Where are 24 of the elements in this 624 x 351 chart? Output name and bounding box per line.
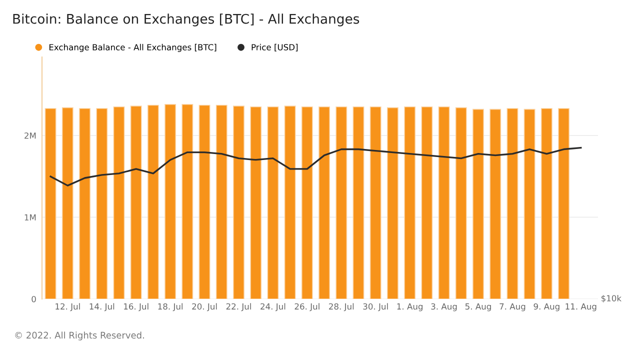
legend-label: Exchange Balance - All Exchanges [BTC] (49, 44, 216, 52)
x-tick-label: 28. Jul (329, 303, 354, 312)
x-tick-label: 16. Jul (124, 303, 148, 312)
x-tick-label: 5. Aug (465, 303, 491, 312)
x-tick-label: 3. Aug (431, 303, 457, 312)
x-tick-label: 9. Aug (534, 303, 560, 312)
text: $10k (601, 294, 622, 303)
x-tick-label: 22. Jul (226, 303, 251, 312)
x-tick-label: 30. Jul (363, 303, 388, 312)
x-tick-label: 26. Jul (294, 303, 320, 312)
x-tick-label: 14. Jul (90, 303, 114, 312)
x-tick-label: 1. Aug (397, 303, 422, 312)
x-tick-label: 11. Aug (566, 303, 596, 312)
x-tick-label: 18. Jul (158, 303, 183, 312)
x-tick-label: 24. Jul (260, 303, 286, 312)
legend-label: Price [USD] (252, 44, 298, 52)
chart-title: Bitcoin: Balance on Exchanges [BTC] - All Exchanges (13, 14, 360, 26)
text: © 2022. All Rights Reserved. (15, 332, 144, 340)
x-tick-label: 7. Aug (500, 303, 526, 312)
y-tick-label: 2M (24, 132, 36, 139)
y-tick-label: 0 (32, 296, 36, 302)
x-tick-label: 20. Jul (192, 303, 217, 312)
y-tick-label: 1M (24, 214, 36, 220)
x-tick-label: 12. Jul (56, 303, 80, 312)
